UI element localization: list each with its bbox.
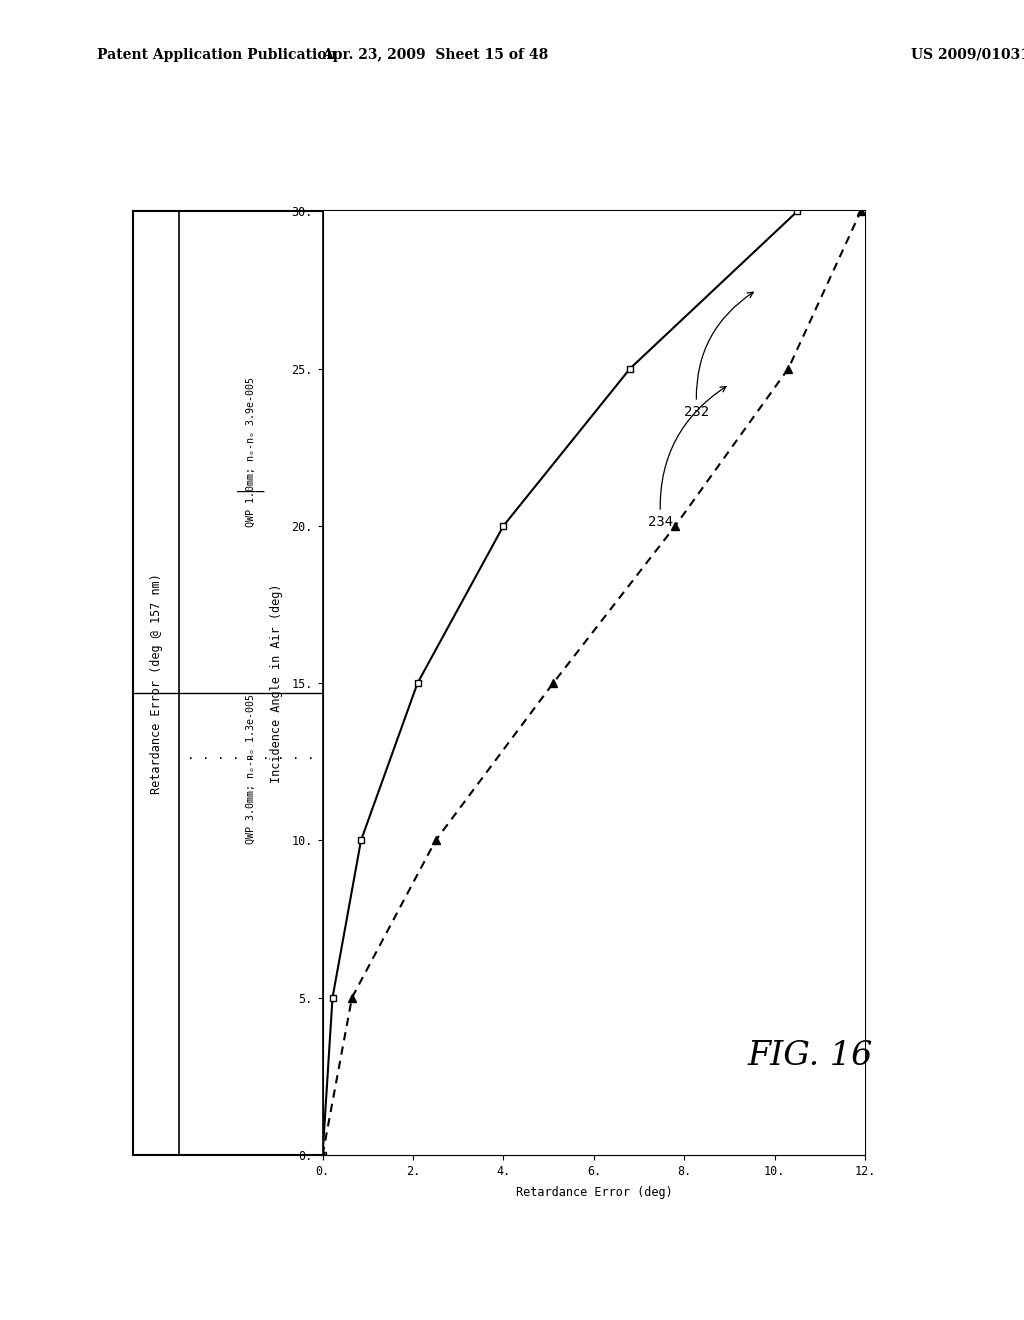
Text: FIG. 16: FIG. 16 — [748, 1040, 872, 1072]
Text: Retardance Error (deg @ 157 nm): Retardance Error (deg @ 157 nm) — [150, 573, 163, 793]
Text: QWP 1.0mm; nₒ-nₒ 3.9e-005: QWP 1.0mm; nₒ-nₒ 3.9e-005 — [246, 378, 256, 527]
Text: QWP 3.0mm; nₒ-nₒ 1.3e-005: QWP 3.0mm; nₒ-nₒ 1.3e-005 — [246, 694, 256, 843]
Text: Patent Application Publication: Patent Application Publication — [97, 48, 337, 62]
Text: US 2009/0103180 A1: US 2009/0103180 A1 — [911, 48, 1024, 62]
X-axis label: Retardance Error (deg): Retardance Error (deg) — [515, 1187, 673, 1199]
Text: 234: 234 — [648, 387, 726, 529]
Text: . . . . . . . . .: . . . . . . . . . — [187, 750, 314, 762]
Text: 232: 232 — [684, 292, 754, 418]
Text: ———: ——— — [238, 484, 264, 499]
Text: Apr. 23, 2009  Sheet 15 of 48: Apr. 23, 2009 Sheet 15 of 48 — [323, 48, 548, 62]
Y-axis label: Incidence Angle in Air (deg): Incidence Angle in Air (deg) — [270, 583, 283, 783]
